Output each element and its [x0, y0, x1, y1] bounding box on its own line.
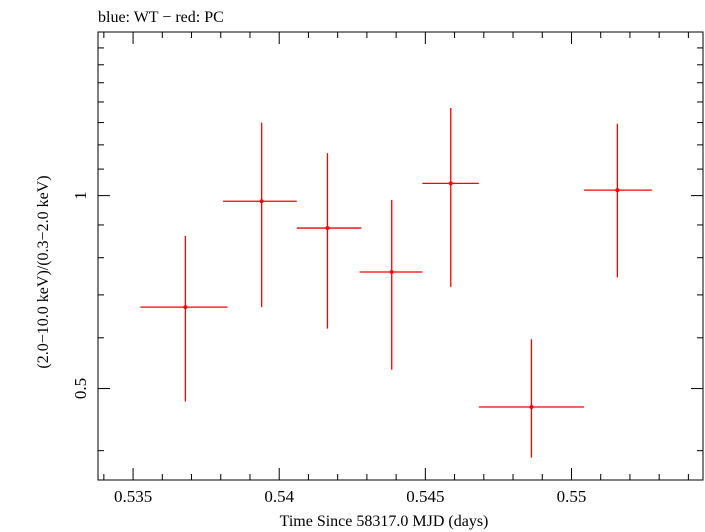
x-axis-label: Time Since 58317.0 MJD (days): [280, 513, 489, 530]
data-point: [359, 199, 423, 370]
data-point: [422, 107, 479, 288]
x-tick-label: 0.55: [557, 487, 587, 506]
point-marker: [389, 270, 394, 275]
data-point: [140, 235, 228, 402]
y-tick-label: 1: [71, 191, 90, 200]
point-marker: [615, 188, 620, 193]
data-point: [584, 123, 652, 278]
point-marker: [259, 199, 264, 204]
y-tick-label: 0.5: [71, 378, 90, 399]
y-axis-label: (2.0−10.0 keV)/(0.3−2.0 keV): [35, 175, 52, 368]
point-marker: [183, 305, 188, 310]
x-tick-label: 0.545: [406, 487, 444, 506]
point-marker: [529, 404, 534, 409]
data-series: [140, 107, 652, 458]
data-point: [223, 122, 297, 308]
chart-title: blue: WT − red: PC: [98, 9, 224, 26]
axis-ticks: 0.535 0.54 0.545 0.55 0.5 1: [71, 32, 703, 506]
point-marker: [448, 181, 453, 186]
point-marker: [325, 226, 330, 231]
x-tick-label: 0.54: [264, 487, 294, 506]
x-tick-label: 0.535: [114, 487, 152, 506]
data-point: [478, 339, 585, 458]
data-point: [296, 153, 362, 329]
plot-frame: [97, 31, 704, 481]
